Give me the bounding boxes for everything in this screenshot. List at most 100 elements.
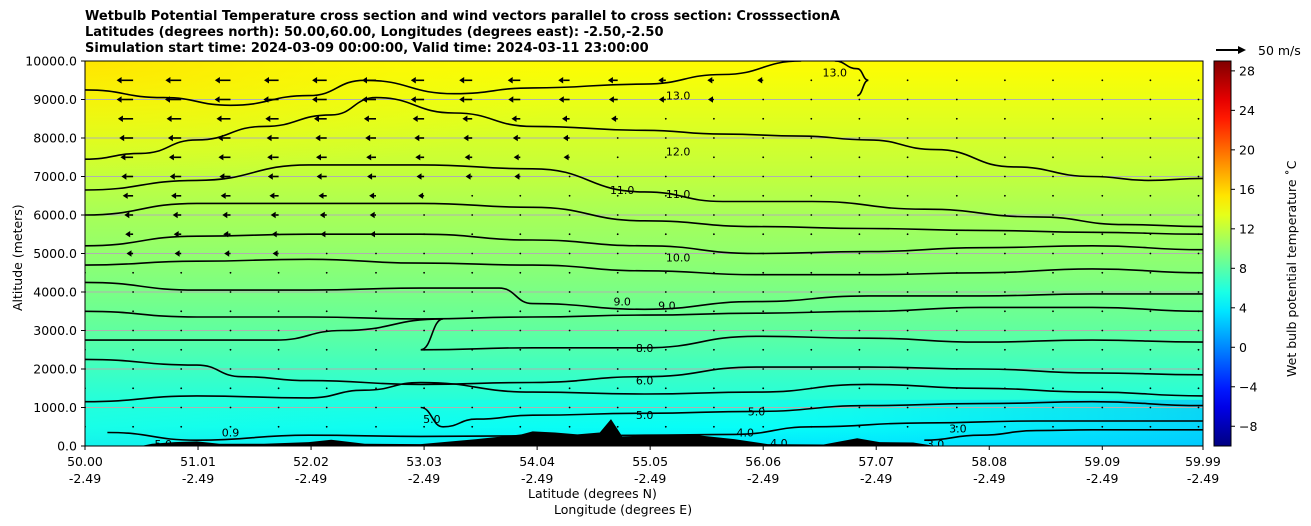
wind-vector-dot xyxy=(1004,271,1006,274)
wind-vector-dot xyxy=(132,368,135,370)
colorbar-tick-label: 12 xyxy=(1239,221,1255,236)
wind-vector-dot xyxy=(810,425,813,428)
wind-vector-dot xyxy=(955,137,958,139)
wind-vector-dot xyxy=(277,387,280,390)
wind-vector-dot xyxy=(1052,79,1054,82)
wind-vector-head xyxy=(266,134,272,142)
wind-vector-dot xyxy=(568,252,571,255)
wind-vector-dot xyxy=(471,233,474,236)
wind-vector-dot xyxy=(1052,117,1054,120)
wind-vector-head xyxy=(312,96,318,103)
y-tick-label: 9000.0 xyxy=(33,92,77,107)
wind-vector-dot xyxy=(616,252,619,255)
wind-vector-head xyxy=(216,115,222,122)
wind-vector-dot xyxy=(277,348,280,351)
wind-vector-dot xyxy=(810,271,813,274)
wind-vector-dot xyxy=(762,156,765,159)
wind-vector-dot xyxy=(1197,406,1200,409)
wind-vector-dot xyxy=(568,425,571,428)
x-tick-label-lon: -2.49 xyxy=(521,471,553,486)
wind-vector-head xyxy=(410,77,416,84)
wind-vector-head xyxy=(563,154,569,161)
contour-label: 9.0 xyxy=(658,300,676,313)
wind-vector-dot xyxy=(664,368,667,370)
wind-vector-dot xyxy=(762,387,765,390)
wind-vector-dot xyxy=(1052,387,1054,390)
wind-vector-dot xyxy=(616,368,619,370)
wind-vector-dot xyxy=(325,425,328,428)
wind-vector-head xyxy=(508,96,514,103)
wind-vector-dot xyxy=(1004,348,1006,351)
wind-vector-dot xyxy=(423,406,425,409)
wind-vector-dot xyxy=(713,348,715,351)
wind-vector-dot xyxy=(858,214,861,216)
wind-vector-dot xyxy=(1149,214,1152,216)
wind-vector-dot xyxy=(713,252,715,255)
wind-vector-head xyxy=(558,96,564,103)
wind-vector-dot xyxy=(810,291,813,293)
wind-vector-dot xyxy=(1004,98,1006,101)
wind-vector-dot xyxy=(1004,175,1006,178)
wind-vector-head xyxy=(707,77,713,84)
wind-vector-dot xyxy=(471,387,474,390)
x-tick-label-lon: -2.49 xyxy=(973,471,1005,486)
colorbar-tick-label: −8 xyxy=(1239,419,1257,434)
wind-vector-dot xyxy=(664,271,667,274)
wind-vector-dot xyxy=(906,175,909,178)
wind-vector-dot xyxy=(858,387,861,390)
wind-vector-dot xyxy=(423,291,425,293)
wind-vector-dot xyxy=(519,194,522,197)
wind-vector-dot xyxy=(616,194,619,197)
wind-vector-head xyxy=(366,154,372,161)
wind-vector-head xyxy=(465,173,471,180)
wind-vector-dot xyxy=(375,406,377,409)
wind-vector-dot xyxy=(471,291,474,293)
wind-vector-dot xyxy=(664,329,667,332)
wind-vector-dot xyxy=(858,348,861,351)
wind-vector-dot xyxy=(229,406,232,409)
wind-vector-dot xyxy=(1101,271,1104,274)
x-tick-label-lon: -2.49 xyxy=(747,471,779,486)
wind-vector-dot xyxy=(471,271,474,274)
wind-vector-dot xyxy=(1052,175,1054,178)
wind-vector-dot xyxy=(375,387,377,390)
wind-vector-dot xyxy=(616,233,619,236)
wind-vector-dot xyxy=(1052,194,1054,197)
wind-vector-dot xyxy=(713,425,715,428)
wind-vector-dot xyxy=(1052,233,1054,236)
wind-vector-dot xyxy=(1149,79,1152,82)
wind-vector-dot xyxy=(810,98,813,101)
wind-vector-dot xyxy=(1149,310,1152,313)
wind-vector-dot xyxy=(955,233,958,236)
wind-vector-dot xyxy=(1197,156,1200,159)
wind-vector-dot xyxy=(1052,156,1054,159)
wind-vector-head xyxy=(708,96,713,103)
wind-vector-dot xyxy=(1052,348,1054,351)
wind-vector-dot xyxy=(1052,406,1054,409)
wind-vector-dot xyxy=(568,291,571,293)
wind-vector-dot xyxy=(1149,387,1152,390)
wind-vector-dot xyxy=(906,348,909,351)
contour-label: 8.0 xyxy=(636,342,654,355)
wind-vector-dot xyxy=(471,214,474,216)
wind-vector-dot xyxy=(325,406,328,409)
contour-label: 9.0 xyxy=(613,296,631,309)
wind-vector-head xyxy=(271,231,277,238)
wind-vector-dot xyxy=(955,175,958,178)
wind-vector-head xyxy=(217,134,223,142)
wind-vector-head xyxy=(173,231,179,238)
wind-vector-dot xyxy=(810,214,813,216)
wind-vector-head xyxy=(462,115,468,122)
wind-vector-head xyxy=(120,154,126,161)
contour-label: 3.0 xyxy=(927,438,945,451)
wind-vector-head xyxy=(658,77,664,84)
wind-vector-dot xyxy=(519,387,522,390)
wind-vector-dot xyxy=(955,291,958,293)
wind-vector-dot xyxy=(325,310,328,313)
wind-vector-dot xyxy=(858,252,861,255)
wind-vector-dot xyxy=(906,194,909,197)
colorbar xyxy=(1213,60,1232,447)
contour-line-8.0 xyxy=(85,318,1203,351)
x-tick-label-lat: 56.06 xyxy=(745,454,781,469)
wind-vector-head xyxy=(68,77,73,84)
